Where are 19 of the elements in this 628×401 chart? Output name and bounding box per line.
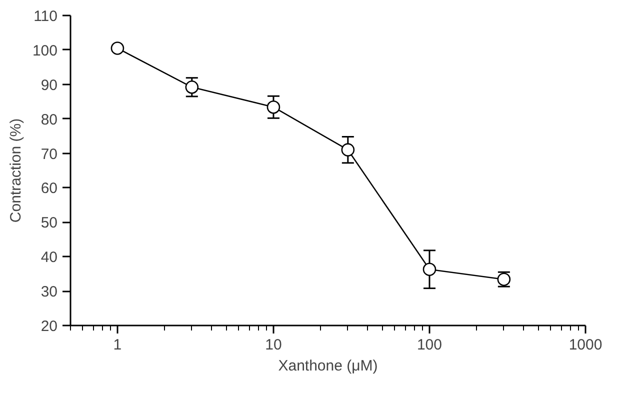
- y-tick-label: 90: [40, 76, 58, 94]
- x-tick-label: 1000: [568, 336, 602, 354]
- y-tick-label: 20: [40, 318, 58, 335]
- y-tick-label: 100: [32, 42, 58, 60]
- y-tick-label: 50: [40, 214, 58, 232]
- x-axis-title: Xanthone (μM): [278, 358, 378, 374]
- y-tick-label: 70: [40, 146, 58, 163]
- y-tick-label: 30: [40, 284, 58, 301]
- y-tick-label: 110: [34, 8, 58, 25]
- y-tick-label: 40: [40, 249, 58, 266]
- x-tick-label: 10: [265, 336, 282, 354]
- y-tick-label: 60: [40, 180, 58, 198]
- point: [110, 42, 124, 55]
- y-axis-title: Contraction (%): [7, 118, 24, 223]
- x-tick-label: 1: [113, 336, 122, 354]
- point: [341, 143, 355, 156]
- y-tick-label: 80: [40, 111, 58, 128]
- point: [266, 100, 280, 114]
- x-tick-label: 100: [416, 336, 442, 354]
